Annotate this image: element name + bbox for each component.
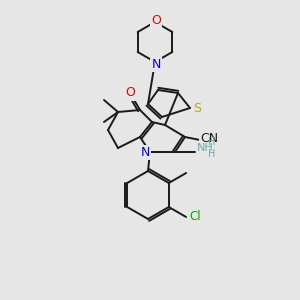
Text: O: O bbox=[151, 14, 161, 26]
Text: H: H bbox=[208, 137, 215, 147]
Text: O: O bbox=[125, 86, 135, 100]
Text: S: S bbox=[193, 103, 201, 116]
Text: NH: NH bbox=[197, 143, 214, 153]
Text: N: N bbox=[151, 58, 161, 70]
Text: H: H bbox=[208, 149, 215, 159]
Text: CN: CN bbox=[200, 133, 218, 146]
Text: Cl: Cl bbox=[189, 211, 201, 224]
Text: N: N bbox=[140, 146, 150, 158]
